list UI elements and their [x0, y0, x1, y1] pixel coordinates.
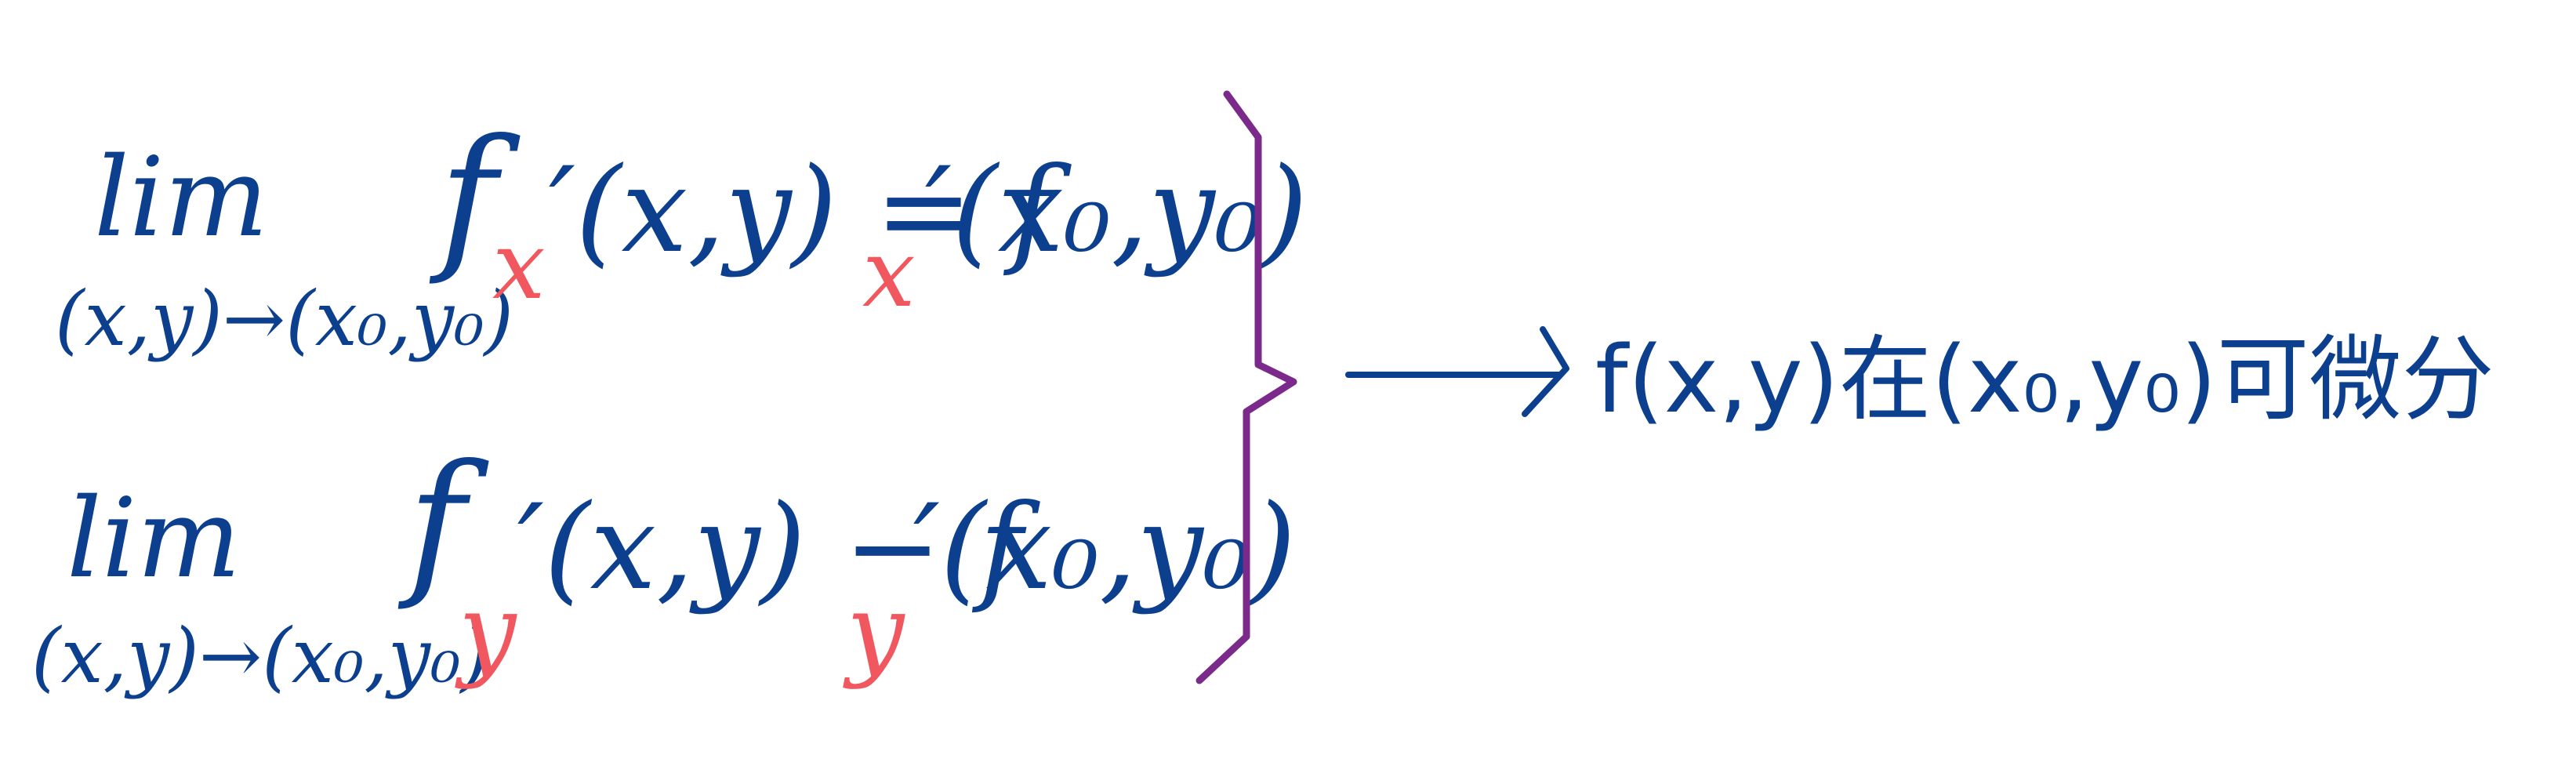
subscript-x-rhs: x	[862, 220, 916, 328]
right-brace	[1195, 90, 1297, 684]
lim-label-1: lim	[94, 134, 268, 262]
formula-line-1: lim (x,y)→(x₀,y₀) f x ′(x,y) = f x ′(x₀,…	[55, 106, 1308, 363]
limit-point-2: (x,y)→(x₀,y₀)	[31, 612, 490, 700]
lim-label-2: lim	[67, 475, 241, 603]
subscript-y-lhs: y	[455, 572, 517, 691]
rhs-args-2: ′(x₀,y₀)	[913, 480, 1296, 616]
subscript-x-lhs: x	[492, 212, 546, 321]
lhs-args-1: ′(x,y) = f	[549, 143, 1072, 279]
limit-point-1: (x,y)→(x₀,y₀)	[55, 275, 513, 363]
formula-line-2: lim (x,y)→(x₀,y₀) f y ′(x,y) − f y ′(x₀,…	[31, 431, 1296, 700]
subscript-y-rhs: y	[843, 572, 905, 691]
lhs-args-2: ′(x,y) − f	[517, 480, 1040, 616]
conclusion-text: f(x,y)在(x₀,y₀)可微分	[1595, 325, 2494, 434]
rhs-args-1: ′(x₀,y₀)	[925, 143, 1308, 279]
implication-arrow	[1345, 326, 1569, 417]
